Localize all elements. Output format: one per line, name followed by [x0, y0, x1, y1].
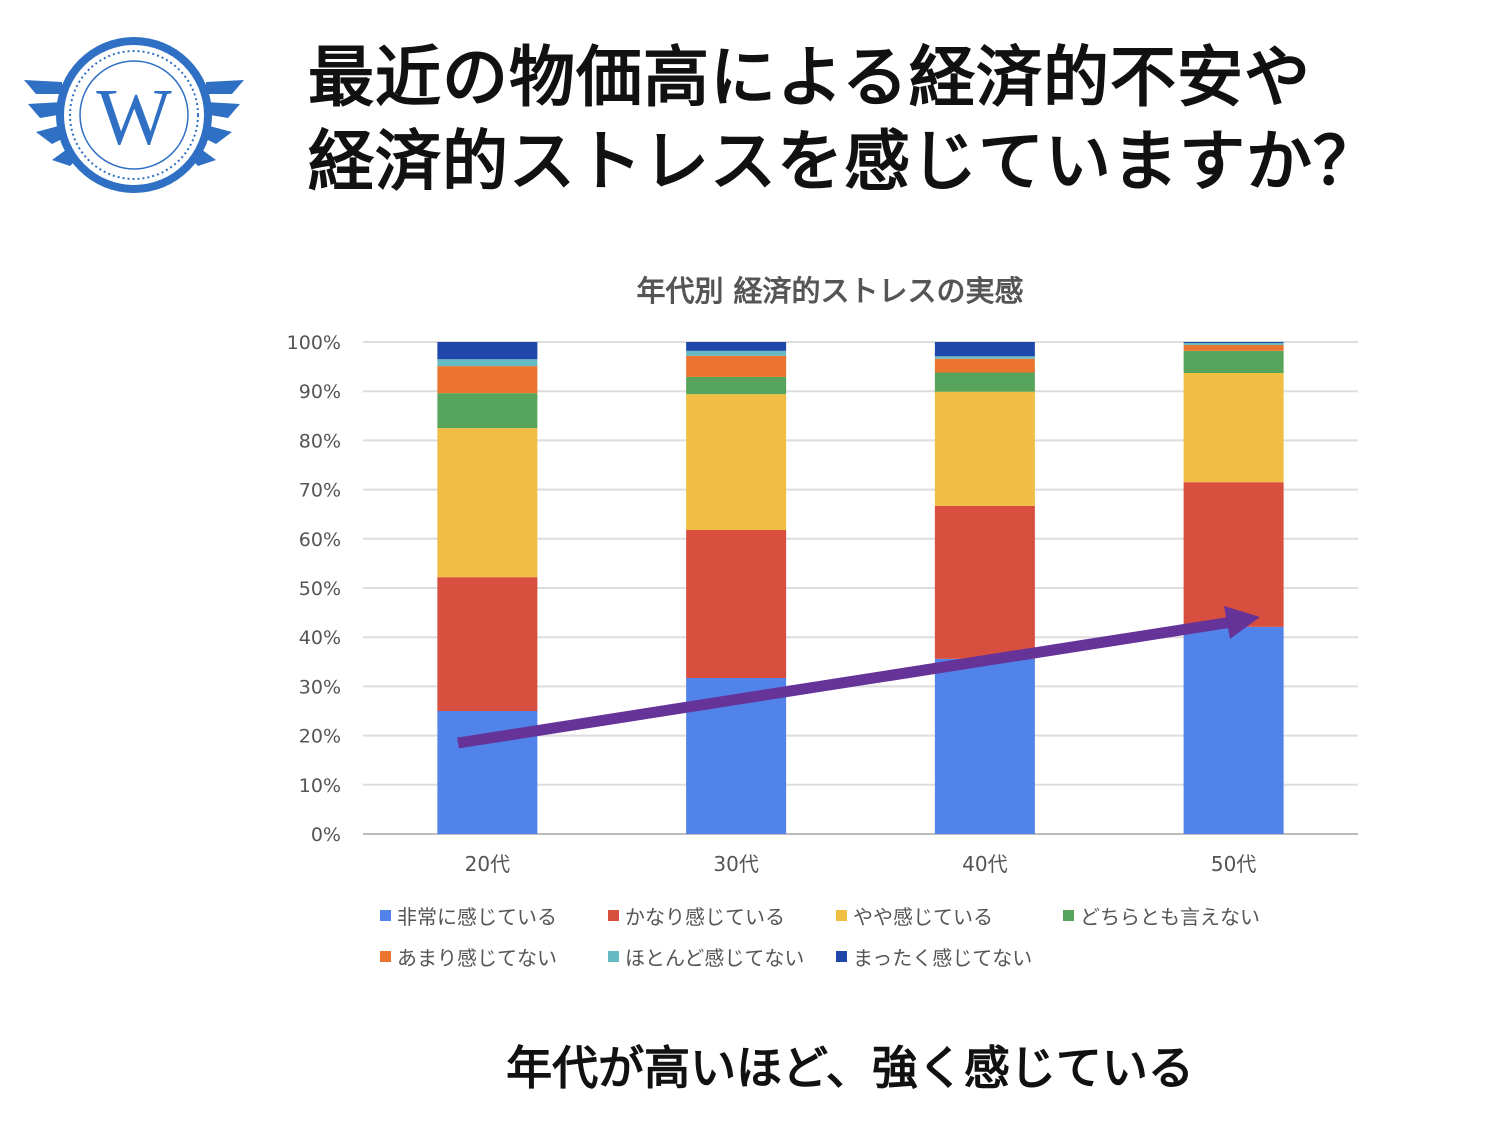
trend-arrow-head: [1224, 606, 1260, 639]
bar-segment: [934, 391, 1035, 506]
x-tick-label: 20代: [465, 852, 510, 876]
legend-swatch: [380, 951, 391, 962]
bar-segment: [934, 342, 1035, 357]
x-tick-label: 30代: [713, 852, 758, 876]
bar-segment: [934, 358, 1035, 373]
bar-segment: [686, 342, 787, 351]
legend-label: あまり感じてない: [397, 946, 557, 970]
bar-segment: [1183, 482, 1284, 627]
bar-segment: [437, 342, 538, 360]
y-tick-label: 40%: [299, 627, 341, 649]
x-tick-label: 50代: [1211, 852, 1256, 876]
bar-segment: [686, 394, 787, 530]
y-tick-label: 50%: [299, 578, 341, 600]
legend-item: かなり感じている: [608, 901, 785, 930]
legend-item: まったく感じてない: [836, 942, 1032, 971]
y-tick-label: 20%: [299, 726, 341, 748]
title-line-2: 経済的ストレスを感じていますか？: [308, 123, 1380, 200]
legend-swatch: [608, 910, 619, 921]
bar-segment: [686, 350, 787, 356]
legend-label: どちらとも言えない: [1080, 905, 1260, 929]
legend-label: ほとんど感じてない: [625, 946, 805, 970]
bar-segment: [437, 393, 538, 429]
legend-swatch: [1063, 910, 1074, 921]
bar-segment: [437, 366, 538, 394]
bar-segment: [934, 505, 1035, 659]
y-tick-label: 30%: [299, 676, 341, 698]
legend-label: まったく感じてない: [853, 946, 1033, 970]
logo: W: [22, 32, 246, 202]
bar-segment: [437, 428, 538, 578]
chart-title: 年代別 経済的ストレスの実感: [636, 274, 1024, 308]
bar-segment: [1183, 350, 1284, 373]
legend-swatch: [836, 951, 847, 962]
legend-item: どちらとも言えない: [1063, 901, 1260, 930]
y-tick-label: 0%: [311, 824, 341, 846]
legend-label: やや感じている: [853, 905, 993, 929]
bar-segment: [437, 577, 538, 711]
legend-item: 非常に感じている: [380, 901, 557, 930]
bar-segment: [1183, 342, 1284, 345]
legend-item: あまり感じてない: [380, 942, 557, 971]
legend-label: かなり感じている: [625, 905, 785, 929]
y-tick-label: 70%: [299, 480, 341, 502]
y-tick-label: 10%: [299, 775, 341, 797]
bar-segment: [934, 658, 1035, 834]
bar-segment: [934, 372, 1035, 392]
bar-segment: [686, 355, 787, 377]
caption: 年代が高いほど、強く感じている: [506, 1041, 1194, 1095]
bar-segment: [1183, 342, 1284, 343]
y-tick-label: 90%: [299, 381, 341, 403]
bar-segment: [1183, 344, 1284, 351]
bar-segment: [1183, 626, 1284, 834]
logo-letter: W: [96, 74, 172, 162]
trend-arrow-shaft: [457, 616, 1233, 749]
bar-segment: [437, 359, 538, 367]
x-tick-label: 40代: [962, 852, 1007, 876]
legend-swatch: [836, 910, 847, 921]
y-tick-label: 80%: [299, 430, 341, 452]
bar-segment: [1183, 372, 1284, 483]
y-tick-label: 60%: [299, 529, 341, 551]
bar-segment: [686, 529, 787, 679]
page-title: 最近の物価高による経済的不安や 経済的ストレスを感じていますか？: [308, 36, 1380, 204]
y-tick-label: 100%: [287, 332, 341, 354]
legend-swatch: [608, 951, 619, 962]
legend-item: ほとんど感じてない: [608, 942, 804, 971]
legend-swatch: [380, 910, 391, 921]
bar-segment: [934, 356, 1035, 359]
legend-item: やや感じている: [836, 901, 993, 930]
legend-label: 非常に感じている: [397, 905, 557, 929]
title-line-1: 最近の物価高による経済的不安や: [308, 39, 1312, 116]
bar-segment: [686, 376, 787, 395]
